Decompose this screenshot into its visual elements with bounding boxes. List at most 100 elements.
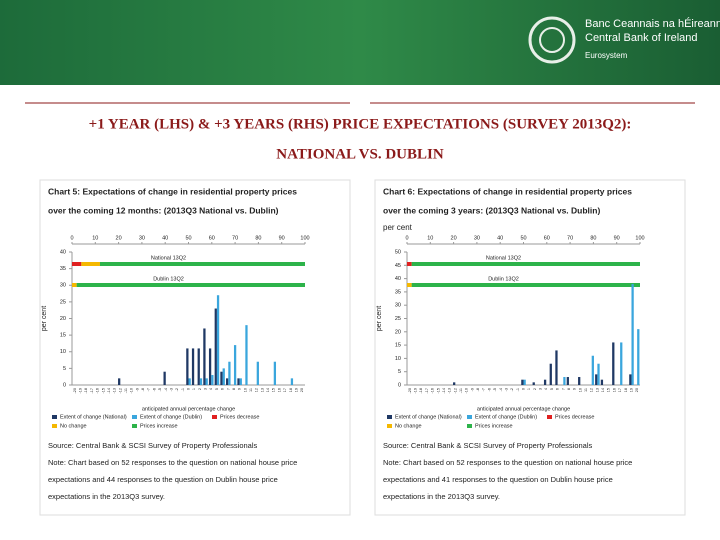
top-tick-label: 30: [139, 235, 145, 241]
bar: [237, 378, 240, 385]
y-tick-label: 30: [60, 283, 66, 289]
y-tick-label: 15: [395, 343, 401, 349]
x-tick-label: -16: [431, 388, 435, 394]
bank-english: Central Bank of Ireland: [585, 32, 698, 44]
x-tick-label: 19: [294, 388, 298, 392]
logo-inner: [539, 27, 565, 53]
x-tick-label: 17: [618, 388, 622, 392]
x-tick-label: -2: [175, 388, 179, 391]
x-tick-label: 7: [226, 388, 230, 390]
x-tick-label: -10: [130, 388, 134, 394]
note: Note: Chart based on 52 responses to the…: [383, 458, 632, 467]
unit-label: per cent: [383, 223, 413, 232]
top-tick-label: 100: [635, 235, 644, 241]
note: expectations in the 2013Q3 survey.: [383, 492, 500, 501]
y-tick-label: 10: [395, 356, 401, 362]
bar: [597, 363, 600, 385]
bar: [163, 371, 166, 385]
top-tick-label: 70: [567, 235, 573, 241]
y-tick-label: 45: [395, 263, 401, 269]
x-tick-label: -12: [118, 388, 122, 394]
x-tick-label: -4: [499, 388, 503, 391]
x-tick-label: -3: [504, 388, 508, 391]
x-tick-label: 13: [595, 388, 599, 392]
bar: [214, 308, 217, 385]
legend-label: Extent of change (National): [395, 414, 462, 420]
legend-swatch: [132, 424, 137, 428]
bar: [631, 283, 634, 385]
panel: [39, 179, 351, 516]
bar: [620, 342, 623, 385]
x-tick-label: -17: [90, 388, 94, 394]
bar: [566, 377, 569, 385]
y-tick-label: 40: [60, 249, 66, 255]
bar: [199, 378, 203, 385]
y-tick-label: 20: [395, 329, 401, 335]
x-tick-label: 3: [204, 388, 208, 390]
x-tick-label: 4: [209, 388, 213, 390]
x-tick-label: -11: [459, 388, 463, 393]
top-tick-label: 50: [520, 235, 526, 241]
bar: [563, 377, 566, 385]
source: Source: Central Bank & SCSI Survey of Pr…: [48, 441, 258, 450]
x-tick-label: 0: [522, 388, 526, 390]
panel: [374, 179, 686, 516]
x-tick-label: -8: [476, 388, 480, 391]
share-segment: [76, 283, 305, 287]
x-tick-label: 10: [243, 388, 247, 392]
x-tick-label: -7: [482, 388, 486, 391]
y-tick-label: 30: [395, 303, 401, 309]
top-tick-label: 60: [544, 235, 550, 241]
x-tick-label: -13: [113, 388, 117, 394]
top-tick-label: 40: [497, 235, 503, 241]
source: Source: Central Bank & SCSI Survey of Pr…: [383, 441, 593, 450]
share-segment: [72, 262, 82, 266]
bar: [273, 361, 277, 385]
chart-title: over the coming 3 years: (2013Q3 Nationa…: [383, 205, 600, 215]
x-tick-label: -17: [425, 388, 429, 394]
bar: [595, 374, 598, 385]
share-bar-label: National 13Q2: [486, 255, 521, 261]
x-tick-label: 16: [612, 388, 616, 392]
x-tick-label: -19: [79, 388, 83, 394]
x-tick-label: -5: [493, 388, 497, 391]
header-banner: [0, 0, 720, 85]
y-tick-label: 35: [60, 266, 66, 272]
x-tick-label: -6: [487, 388, 491, 391]
bar: [197, 348, 200, 385]
x-tick-label: 6: [556, 388, 560, 390]
legend-label: No change: [60, 423, 87, 429]
x-tick-label: 16: [277, 388, 281, 392]
x-tick-label: -1: [516, 388, 520, 391]
chart-title: Chart 6: Expectations of change in resid…: [383, 186, 632, 196]
x-tick-label: -20: [73, 388, 77, 394]
note: expectations and 44 responses to the que…: [48, 475, 278, 484]
x-tick-label: -14: [107, 388, 111, 394]
legend-label: Prices decrease: [555, 414, 594, 420]
note: expectations and 41 responses to the que…: [383, 475, 613, 484]
top-tick-label: 20: [451, 235, 457, 241]
top-tick-label: 90: [614, 235, 620, 241]
legend-swatch: [387, 424, 392, 428]
top-tick-label: 0: [405, 235, 408, 241]
y-tick-label: 10: [60, 349, 66, 355]
slide-title: +1 YEAR (LHS) & +3 YEARS (RHS) PRICE EXP…: [89, 116, 632, 132]
x-tick-label: 1: [192, 388, 196, 390]
x-tick-label: 13: [260, 388, 264, 392]
x-tick-label: 9: [238, 388, 242, 390]
bar: [600, 379, 604, 385]
x-tick-label: -5: [158, 388, 162, 391]
x-tick-label: -7: [147, 388, 151, 391]
legend-label: Extent of change (Dublin): [475, 414, 537, 420]
x-tick-label: 11: [249, 388, 253, 392]
x-tick-label: 20: [635, 388, 639, 392]
x-tick-label: 0: [187, 388, 191, 390]
share-segment: [81, 262, 100, 266]
share-segment: [407, 283, 412, 287]
share-segment: [411, 262, 640, 266]
x-tick-label: -18: [419, 388, 423, 394]
x-tick-label: -18: [84, 388, 88, 394]
y-tick-label: 25: [60, 299, 66, 305]
